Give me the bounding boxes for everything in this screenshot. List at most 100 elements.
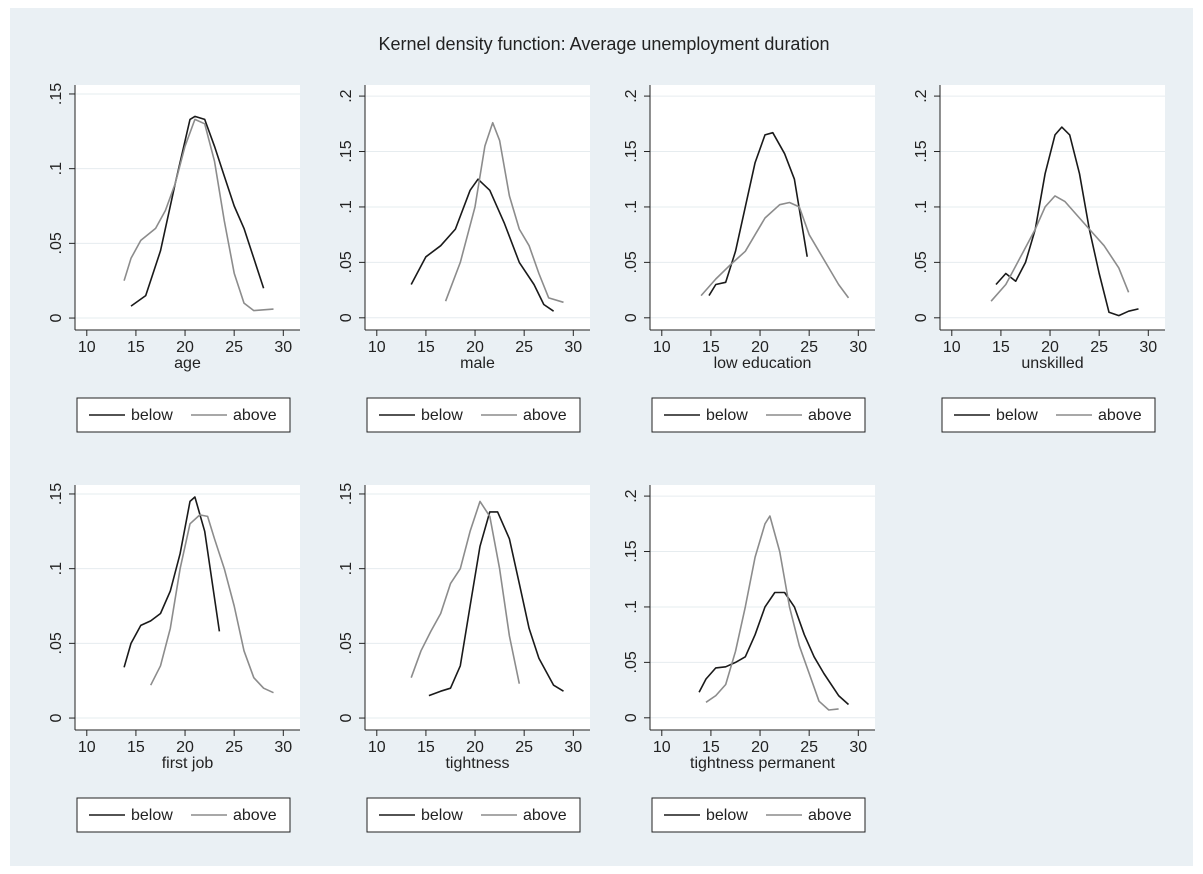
density-line bbox=[705, 515, 839, 711]
legend-label: below bbox=[421, 807, 463, 824]
x-tick-label: 30 bbox=[564, 339, 582, 356]
plot-area bbox=[940, 85, 1165, 330]
y-tick-label: .2 bbox=[913, 89, 930, 102]
x-tick-label: 20 bbox=[1041, 339, 1059, 356]
x-axis-label: male bbox=[460, 355, 495, 372]
density-line bbox=[698, 591, 850, 706]
x-tick-label: 10 bbox=[78, 339, 96, 356]
y-tick-label: .1 bbox=[48, 162, 65, 175]
y-tick-label: .05 bbox=[338, 251, 355, 273]
y-tick-label: .15 bbox=[338, 483, 355, 505]
x-tick-label: 30 bbox=[1139, 339, 1157, 356]
y-tick-label: .1 bbox=[623, 200, 640, 213]
x-tick-label: 15 bbox=[127, 339, 145, 356]
x-tick-label: 20 bbox=[751, 339, 769, 356]
y-tick-label: 0 bbox=[623, 313, 640, 322]
x-tick-label: 25 bbox=[800, 339, 818, 356]
x-tick-label: 30 bbox=[849, 739, 867, 756]
density-line bbox=[444, 121, 564, 304]
density-line bbox=[130, 115, 265, 307]
density-line bbox=[995, 126, 1139, 317]
y-tick-label: 0 bbox=[913, 313, 930, 322]
y-tick-label: 0 bbox=[338, 313, 355, 322]
x-tick-label: 20 bbox=[176, 739, 194, 756]
legend-label: above bbox=[808, 407, 852, 424]
panel: 0 .05 .1 .15 .2 10 15 20 25 30 tightness permanent… bbox=[623, 485, 875, 833]
x-tick-label: 10 bbox=[368, 739, 386, 756]
legend-label: below bbox=[996, 407, 1038, 424]
density-line bbox=[990, 195, 1130, 302]
y-tick-label: .05 bbox=[913, 251, 930, 273]
x-tick-label: 15 bbox=[992, 339, 1010, 356]
y-tick-label: 0 bbox=[623, 713, 640, 722]
y-tick-label: 0 bbox=[48, 314, 65, 323]
y-tick-label: 0 bbox=[48, 714, 65, 723]
figure-title: Kernel density function: Average unemplo… bbox=[379, 34, 830, 54]
x-tick-label: 25 bbox=[515, 339, 533, 356]
density-line bbox=[410, 178, 555, 312]
legend-label: above bbox=[233, 807, 277, 824]
density-line bbox=[123, 496, 221, 668]
y-tick-label: .05 bbox=[623, 251, 640, 273]
x-tick-label: 25 bbox=[225, 739, 243, 756]
y-tick-label: .15 bbox=[338, 140, 355, 162]
plot-area bbox=[365, 485, 590, 730]
y-tick-label: .05 bbox=[623, 651, 640, 673]
x-tick-label: 10 bbox=[653, 339, 671, 356]
legend-label: above bbox=[523, 807, 567, 824]
plot-area bbox=[75, 485, 300, 730]
y-tick-label: .15 bbox=[48, 483, 65, 505]
legend-label: above bbox=[1098, 407, 1142, 424]
x-axis-label: age bbox=[174, 355, 201, 372]
x-tick-label: 20 bbox=[176, 339, 194, 356]
x-tick-label: 15 bbox=[417, 739, 435, 756]
y-tick-label: .1 bbox=[913, 200, 930, 213]
y-tick-label: .05 bbox=[48, 632, 65, 654]
density-line bbox=[700, 201, 850, 299]
y-tick-label: .15 bbox=[623, 140, 640, 162]
x-tick-label: 30 bbox=[564, 739, 582, 756]
y-tick-label: 0 bbox=[338, 714, 355, 723]
density-line bbox=[708, 131, 808, 297]
legend-label: above bbox=[233, 407, 277, 424]
y-tick-label: .15 bbox=[623, 540, 640, 562]
y-tick-label: .2 bbox=[623, 489, 640, 502]
x-tick-label: 25 bbox=[1090, 339, 1108, 356]
density-line bbox=[410, 500, 521, 684]
x-tick-label: 30 bbox=[849, 339, 867, 356]
x-tick-label: 20 bbox=[751, 739, 769, 756]
plot-area bbox=[75, 85, 300, 330]
legend-label: above bbox=[808, 807, 852, 824]
x-tick-label: 15 bbox=[702, 339, 720, 356]
panel: 0 .05 .1 .15 10 15 20 25 30 age below above bbox=[48, 83, 300, 433]
x-tick-label: 10 bbox=[368, 339, 386, 356]
legend-label: below bbox=[421, 407, 463, 424]
x-tick-label: 15 bbox=[417, 339, 435, 356]
legend-label: above bbox=[523, 407, 567, 424]
y-tick-label: .05 bbox=[48, 232, 65, 254]
x-tick-label: 25 bbox=[800, 739, 818, 756]
plot-area bbox=[365, 85, 590, 330]
y-tick-label: .2 bbox=[623, 89, 640, 102]
plot-area bbox=[650, 485, 875, 730]
x-tick-label: 20 bbox=[466, 339, 484, 356]
legend-label: below bbox=[131, 407, 173, 424]
y-tick-label: .2 bbox=[338, 89, 355, 102]
y-tick-label: .1 bbox=[338, 200, 355, 213]
panel: 0 .05 .1 .15 10 15 20 25 30 tightness below above bbox=[338, 483, 590, 833]
legend-label: below bbox=[131, 807, 173, 824]
panel: 0 .05 .1 .15 .2 10 15 20 25 30 male below above bbox=[338, 85, 590, 433]
x-tick-label: 10 bbox=[78, 739, 96, 756]
panel: 0 .05 .1 .15 .2 10 15 20 25 30 unskilled below above bbox=[913, 85, 1165, 433]
x-tick-label: 15 bbox=[127, 739, 145, 756]
legend-label: below bbox=[706, 407, 748, 424]
density-line bbox=[428, 511, 564, 697]
x-axis-label: unskilled bbox=[1021, 355, 1083, 372]
x-tick-label: 15 bbox=[702, 739, 720, 756]
y-tick-label: .15 bbox=[48, 83, 65, 105]
y-tick-label: .15 bbox=[913, 140, 930, 162]
y-tick-label: .1 bbox=[48, 562, 65, 575]
x-tick-label: 20 bbox=[466, 739, 484, 756]
x-axis-label: tightness bbox=[445, 755, 509, 772]
